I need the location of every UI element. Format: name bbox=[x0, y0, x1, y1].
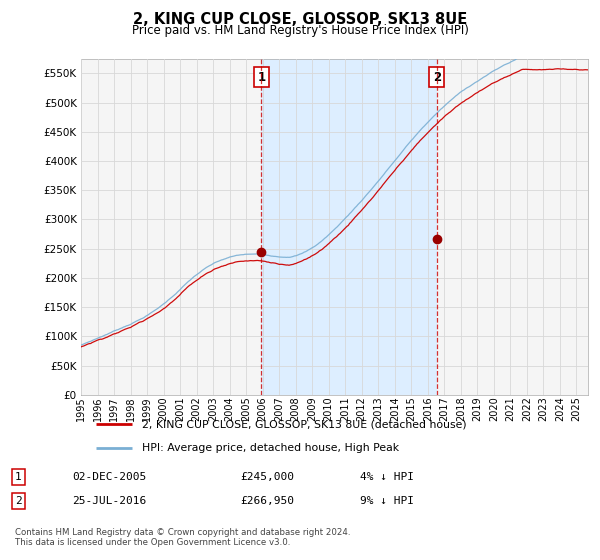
Text: 1: 1 bbox=[257, 71, 265, 84]
Bar bbox=[262, 59, 437, 395]
Text: Contains HM Land Registry data © Crown copyright and database right 2024.
This d: Contains HM Land Registry data © Crown c… bbox=[15, 528, 350, 547]
Text: 9% ↓ HPI: 9% ↓ HPI bbox=[360, 496, 414, 506]
Text: 25-JUL-2016: 25-JUL-2016 bbox=[72, 496, 146, 506]
Text: 1: 1 bbox=[15, 472, 22, 482]
Text: 2, KING CUP CLOSE, GLOSSOP, SK13 8UE: 2, KING CUP CLOSE, GLOSSOP, SK13 8UE bbox=[133, 12, 467, 27]
Text: £266,950: £266,950 bbox=[240, 496, 294, 506]
Text: 02-DEC-2005: 02-DEC-2005 bbox=[72, 472, 146, 482]
Text: £245,000: £245,000 bbox=[240, 472, 294, 482]
Text: 2, KING CUP CLOSE, GLOSSOP, SK13 8UE (detached house): 2, KING CUP CLOSE, GLOSSOP, SK13 8UE (de… bbox=[142, 419, 466, 430]
Text: 4% ↓ HPI: 4% ↓ HPI bbox=[360, 472, 414, 482]
Text: 2: 2 bbox=[433, 71, 441, 84]
Text: 2: 2 bbox=[15, 496, 22, 506]
Text: Price paid vs. HM Land Registry's House Price Index (HPI): Price paid vs. HM Land Registry's House … bbox=[131, 24, 469, 36]
Text: HPI: Average price, detached house, High Peak: HPI: Average price, detached house, High… bbox=[142, 443, 399, 453]
